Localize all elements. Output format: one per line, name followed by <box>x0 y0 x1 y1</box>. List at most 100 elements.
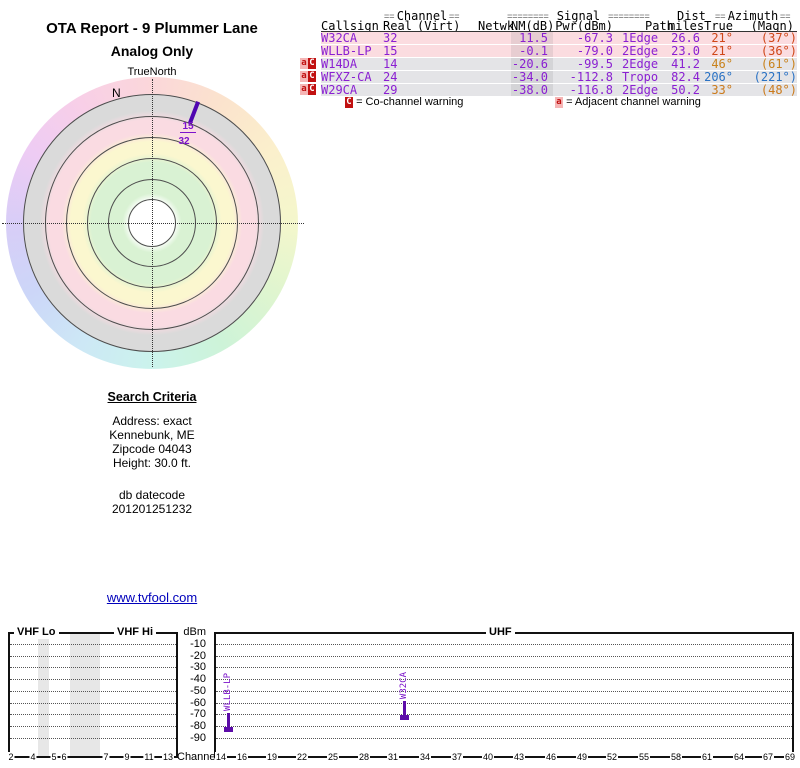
cell-azimuth-magnetic: (36°) <box>760 44 797 58</box>
cell-real-channel: 24 <box>383 70 398 84</box>
table-header-underline <box>321 31 797 32</box>
col-nm: NM(dB) <box>511 19 555 33</box>
cell-azimuth-magnetic: (61°) <box>760 57 797 71</box>
search-zipcode: Zipcode 04043 <box>112 442 192 456</box>
channel-tick: 13 <box>161 752 175 763</box>
co-channel-legend: C = Co-channel warning <box>345 96 464 108</box>
cell-distance-miles: 41.2 <box>671 57 700 71</box>
gridline <box>10 703 176 704</box>
channel-tick: 46 <box>544 752 558 763</box>
site-link-wrap: www.tvfool.com <box>32 590 272 605</box>
table-row: WLLB-LP 15 -0.1 -79.0 2Edge 23.0 21° (36… <box>321 45 797 57</box>
gridline <box>10 679 176 680</box>
cell-power-dbm: -67.3 <box>576 31 613 45</box>
cell-virt-channel <box>417 45 465 57</box>
cell-callsign: W32CA <box>321 31 358 45</box>
channel-tick: 19 <box>265 752 279 763</box>
channel-tick: 7 <box>102 752 110 763</box>
cell-path: 2Edge <box>622 44 659 58</box>
cell-azimuth-true: 206° <box>704 70 733 84</box>
dbm-axis-title: dBm <box>183 626 206 638</box>
signal-line <box>403 701 406 715</box>
cell-distance-miles: 82.4 <box>671 70 700 84</box>
col-true: True <box>704 19 733 33</box>
channel-tick: 40 <box>481 752 495 763</box>
cell-nm-db: -20.6 <box>511 58 553 70</box>
dbm-tick: -70 <box>190 708 206 720</box>
cell-real-channel: 32 <box>383 31 398 45</box>
dbm-tick: -20 <box>190 650 206 662</box>
cell-distance-miles: 26.6 <box>671 31 700 45</box>
cell-azimuth-true: 46° <box>711 57 733 71</box>
dbm-tick: -90 <box>190 732 206 744</box>
station-callsign-label: WLLB-LP <box>223 673 233 711</box>
cell-power-dbm: -79.0 <box>576 44 613 58</box>
cell-nm-db: -34.0 <box>511 71 553 83</box>
channel-tick: 64 <box>732 752 746 763</box>
channel-tick: 6 <box>60 752 68 763</box>
cell-virt-channel <box>417 71 465 83</box>
channel-tick: 52 <box>605 752 619 763</box>
cell-power-dbm: -99.5 <box>576 57 613 71</box>
channel-tick: 58 <box>669 752 683 763</box>
vhf-lo-label: VHF Lo <box>14 626 59 639</box>
cell-azimuth-magnetic: (48°) <box>760 83 797 97</box>
cell-path: 1Edge <box>622 31 659 45</box>
true-north-label: TrueNorth <box>127 66 177 78</box>
tvfool-link[interactable]: www.tvfool.com <box>106 590 198 605</box>
channel-tick: 69 <box>783 752 797 763</box>
cell-callsign: WFXZ-CA <box>321 70 372 84</box>
gridline <box>10 644 176 645</box>
cell-azimuth-magnetic: (221°) <box>753 70 797 84</box>
cell-azimuth-magnetic: (37°) <box>760 31 797 45</box>
cell-network <box>465 58 511 70</box>
col-virt: (Virt) <box>417 19 461 33</box>
polar-crosshair-vertical <box>152 79 153 367</box>
col-callsign: Callsign <box>321 19 379 33</box>
gridline <box>216 644 792 645</box>
channel-tick: 49 <box>575 752 589 763</box>
gridline <box>10 714 176 715</box>
table-row: a C W29CA 29 -38.0 -116.8 2Edge 50.2 33°… <box>300 83 797 97</box>
search-criteria: Search Criteria Address: exact Kennebunk… <box>32 390 272 516</box>
cell-path: Tropo <box>622 70 659 84</box>
search-city: Kennebunk, ME <box>109 428 195 442</box>
channel-tick: 2 <box>7 752 15 763</box>
vhf-hi-label: VHF Hi <box>114 626 157 639</box>
gridline <box>216 656 792 657</box>
table-row: a C WFXZ-CA 24 -34.0 -112.8 Tropo 82.4 2… <box>300 70 797 84</box>
gridline <box>216 703 792 704</box>
channel-tick: 4 <box>29 752 37 763</box>
gridline <box>216 679 792 680</box>
co-channel-warning-badge: C <box>308 84 316 95</box>
cell-azimuth-true: 21° <box>711 31 733 45</box>
polar-channel-label-15: 15 <box>180 121 196 133</box>
cell-network <box>465 71 511 83</box>
co-channel-warning-badge: C <box>308 71 316 82</box>
db-datecode-label: db datecode <box>118 488 186 502</box>
channel-tick: 34 <box>418 752 432 763</box>
uhf-panel: WLLB-LP W32CA <box>214 632 794 758</box>
gridline <box>216 714 792 715</box>
search-height: Height: 30.0 ft. <box>112 456 192 470</box>
channel-tick: 31 <box>386 752 400 763</box>
cell-nm-db: -38.0 <box>511 84 553 96</box>
polar-channel-label-32: 32 <box>178 136 190 147</box>
gridline <box>10 656 176 657</box>
channel-tick: 16 <box>235 752 249 763</box>
signal-line <box>227 713 230 727</box>
cell-nm-db: 11.5 <box>511 32 553 44</box>
adjacent-channel-warning-badge: a <box>300 84 308 95</box>
signal-level-block <box>224 727 233 732</box>
search-address: Address: exact <box>112 414 192 428</box>
channel-tick: 61 <box>700 752 714 763</box>
gridline <box>10 726 176 727</box>
channel-tick: 22 <box>295 752 309 763</box>
cell-real-channel: 29 <box>383 83 398 97</box>
cell-distance-miles: 50.2 <box>671 83 700 97</box>
cell-azimuth-true: 21° <box>711 44 733 58</box>
table-row: a C W14DA 14 -20.6 -99.5 2Edge 41.2 46° … <box>300 57 797 71</box>
channel-tick: 14 <box>214 752 228 763</box>
dbm-tick: -80 <box>190 720 206 732</box>
co-channel-warning-badge: C <box>308 58 316 69</box>
